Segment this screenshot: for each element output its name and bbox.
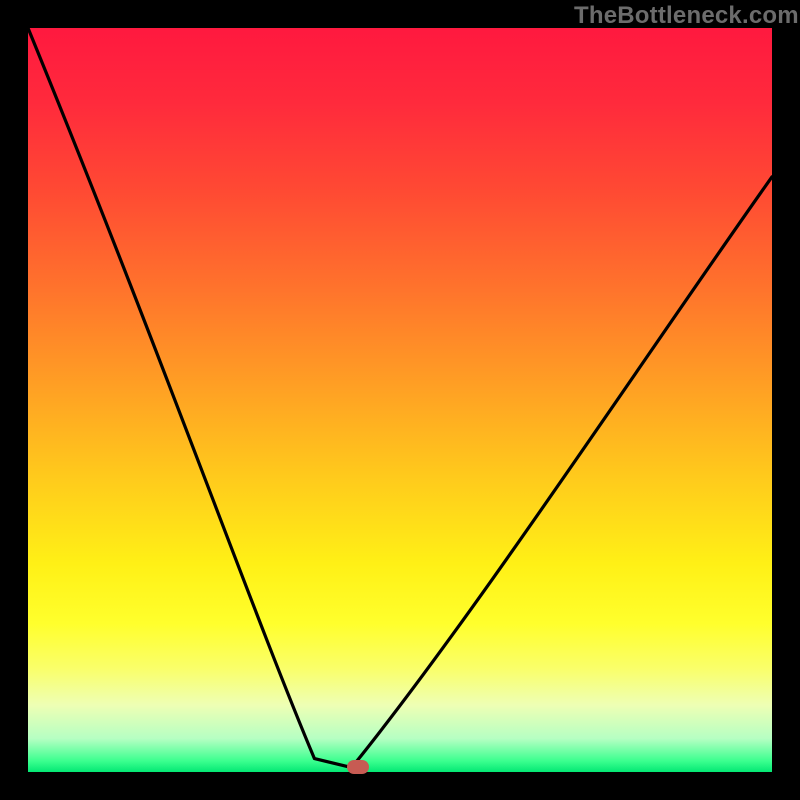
- watermark-text: TheBottleneck.com: [574, 2, 799, 30]
- curve-layer: [0, 0, 800, 800]
- bottleneck-marker: [347, 760, 369, 774]
- bottleneck-curve: [28, 28, 772, 768]
